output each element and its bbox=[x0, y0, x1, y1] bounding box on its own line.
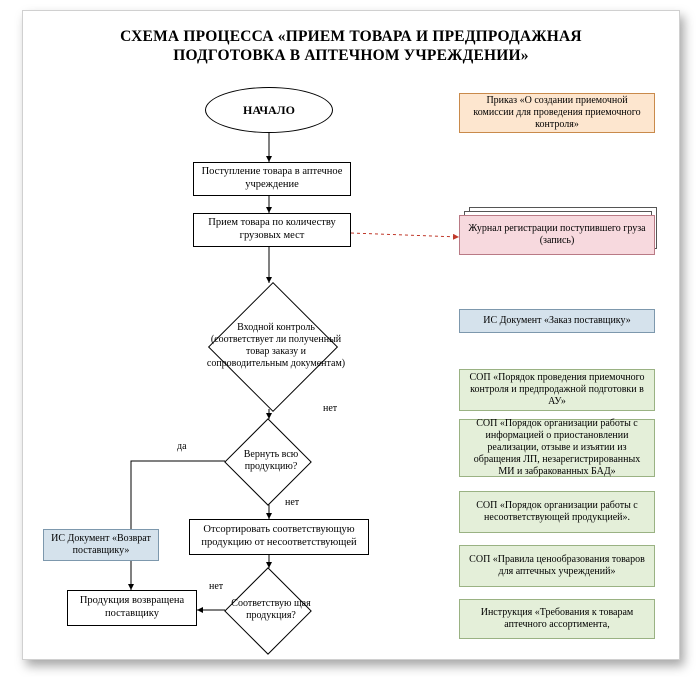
branch-label-no-1: нет bbox=[323, 403, 337, 414]
document-sheet: СХЕМА ПРОЦЕССА «ПРИЕМ ТОВАРА И ПРЕДПРОДА… bbox=[22, 10, 680, 660]
flow-decision-conforming: Соответствую щая продукция? bbox=[237, 580, 297, 640]
flow-decision-return-all-label: Вернуть всю продукцию? bbox=[220, 414, 322, 508]
side-is-return-doc: ИС Документ «Возврат поставщику» bbox=[43, 529, 159, 561]
side-is-order: ИС Документ «Заказ поставщику» bbox=[459, 309, 655, 333]
side-journal-stack-front: Журнал регистрации поступившего груза (з… bbox=[459, 215, 655, 255]
branch-label-no-2: нет bbox=[285, 497, 299, 508]
side-order-doc: Приказ «О создании приемочной комиссии д… bbox=[459, 93, 655, 133]
flow-decision-conforming-label: Соответствую щая продукция? bbox=[220, 563, 322, 657]
stage: СХЕМА ПРОЦЕССА «ПРИЕМ ТОВАРА И ПРЕДПРОДА… bbox=[0, 0, 700, 677]
side-sop-2: СОП «Порядок организации работы с информ… bbox=[459, 419, 655, 477]
page-title: СХЕМА ПРОЦЕССА «ПРИЕМ ТОВАРА И ПРЕДПРОДА… bbox=[23, 27, 679, 66]
flow-step-receipt: Поступление товара в аптечное учреждение bbox=[193, 162, 351, 196]
flow-decision-return-all: Вернуть всю продукцию? bbox=[237, 431, 297, 491]
flow-decision-incoming: Входной контроль (соответствует ли получ… bbox=[227, 301, 317, 391]
side-sop-5: Инструкция «Требования к товарам аптечно… bbox=[459, 599, 655, 639]
title-line-2: ПОДГОТОВКА В АПТЕЧНОМ УЧРЕЖДЕНИИ» bbox=[173, 47, 529, 64]
title-line-1: СХЕМА ПРОЦЕССА «ПРИЕМ ТОВАРА И ПРЕДПРОДА… bbox=[120, 28, 582, 45]
side-sop-3: СОП «Порядок организации работы с несоот… bbox=[459, 491, 655, 533]
flow-step-returned: Продукция возвращена поставщику bbox=[67, 590, 197, 626]
flow-step-count: Прием товара по количеству грузовых мест bbox=[193, 213, 351, 247]
flow-step-sort: Отсортировать соответствующую продукцию … bbox=[189, 519, 369, 555]
flow-terminator-start: НАЧАЛО bbox=[205, 87, 333, 133]
side-sop-4: СОП «Правила ценообразования товаров для… bbox=[459, 545, 655, 587]
flow-decision-incoming-label: Входной контроль (соответствует ли получ… bbox=[202, 276, 350, 416]
side-sop-1: СОП «Порядок проведения приемочного конт… bbox=[459, 369, 655, 411]
side-journal-stack: Журнал регистрации поступившего груза (з… bbox=[459, 215, 655, 261]
branch-label-yes-1: да bbox=[177, 441, 187, 452]
branch-label-no-3: нет bbox=[209, 581, 223, 592]
